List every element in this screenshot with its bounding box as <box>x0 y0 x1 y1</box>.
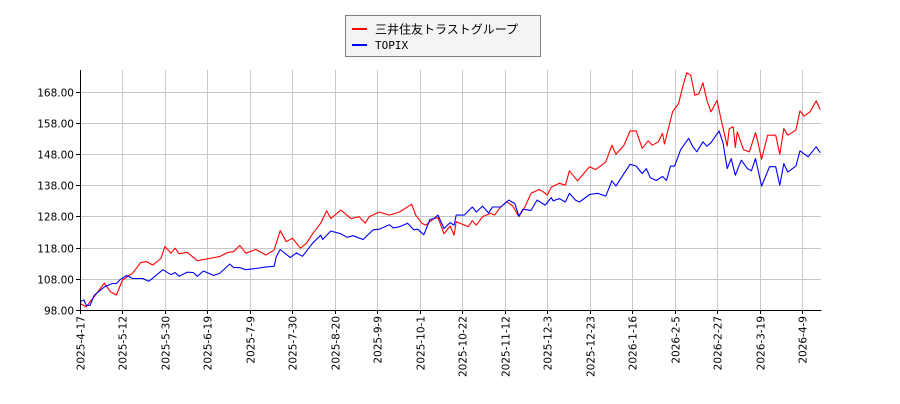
y-tick-label: 168.00 <box>37 88 74 100</box>
x-tick-label: 2025-10-1 <box>416 316 428 370</box>
x-tick-label: 2026-3-19 <box>756 316 768 370</box>
y-tick-label: 138.00 <box>37 181 74 193</box>
x-tick-label: 2025-12-3 <box>543 316 555 370</box>
y-tick-label: 158.00 <box>37 119 74 131</box>
x-tick-label: 2025-11-12 <box>501 316 513 377</box>
legend-label-1: TOPIX <box>375 39 408 52</box>
grid <box>80 70 821 311</box>
x-tick-label: 2025-6-19 <box>203 316 215 370</box>
x-tick-label: 2025-5-12 <box>118 316 130 370</box>
x-tick-label: 2026-1-16 <box>628 316 640 371</box>
series-lines <box>79 72 821 308</box>
y-tick-label: 98.00 <box>44 306 74 318</box>
y-tick-label: 128.00 <box>37 212 74 224</box>
legend-box <box>345 15 541 57</box>
legend: 三井住友トラストグループ TOPIX <box>345 15 541 57</box>
y-tick-label: 108.00 <box>37 275 74 287</box>
x-axis-ticks: 2025-4-17 2025-5-12 2025-5-30 2025-6-19 2025… <box>76 310 810 377</box>
series-line-0 <box>79 72 821 308</box>
plot-frame <box>81 71 822 311</box>
series-line-1 <box>79 130 821 306</box>
y-tick-label: 148.00 <box>37 150 74 162</box>
y-axis-ticks: 98.00 108.00 118.00 128.00 138.00 148.00 158.0… <box>37 88 80 318</box>
x-tick-label: 2025-10-22 <box>458 316 470 377</box>
x-tick-label: 2026-2-27 <box>713 316 725 370</box>
x-tick-label: 2025-5-30 <box>161 316 173 370</box>
x-tick-label: 2025-7-30 <box>288 316 300 370</box>
x-tick-label: 2025-12-23 <box>586 316 598 377</box>
x-tick-label: 2025-7-9 <box>246 316 258 364</box>
x-tick-label: 2026-4-9 <box>798 316 810 364</box>
x-tick-label: 2025-4-17 <box>76 316 88 370</box>
x-tick-label: 2026-2-5 <box>671 316 683 364</box>
legend-label-0: 三井住友トラストグループ <box>375 23 518 37</box>
y-tick-label: 118.00 <box>37 244 74 256</box>
x-tick-label: 2025-9-9 <box>373 316 385 364</box>
x-tick-label: 2025-8-20 <box>331 316 343 370</box>
